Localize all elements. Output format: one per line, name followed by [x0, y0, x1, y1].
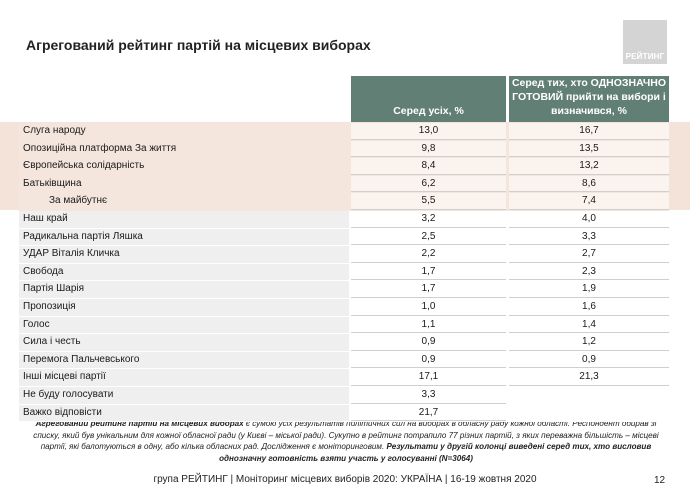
party-name: Інші місцеві партії: [19, 369, 349, 386]
value-all: 2,5: [351, 228, 506, 246]
logo-text: РЕЙТИНГ: [625, 52, 665, 61]
value-all: 8,4: [351, 158, 506, 175]
column-header-decided: Серед тих, хто ОДНОЗНАЧНО ГОТОВИЙ прийти…: [509, 76, 669, 122]
party-name: За майбутнє: [19, 193, 349, 210]
value-all: 1,0: [351, 298, 506, 316]
value-decided: 7,4: [509, 193, 669, 210]
value-all: 21,7: [351, 404, 506, 422]
value-all: 5,5: [351, 193, 506, 210]
table-row: Інші місцеві партії 17,1 21,3: [19, 369, 669, 387]
party-name: Слуга народу: [19, 123, 349, 140]
table-row: Європейська солідарність 8,4 13,2: [19, 158, 669, 176]
party-name: Сила і честь: [19, 334, 349, 351]
value-decided: 21,3: [509, 369, 669, 386]
table-row: УДАР Віталія Кличка 2,2 2,7: [19, 246, 669, 264]
table-header: Серед усіх, % Серед тих, хто ОДНОЗНАЧНО …: [19, 76, 669, 122]
value-decided: 13,5: [509, 140, 669, 158]
value-all: 3,3: [351, 386, 506, 404]
table-row: Слуга народу 13,0 16,7: [19, 123, 669, 141]
value-all: 9,8: [351, 140, 506, 158]
party-name: Важко відповісти: [19, 404, 349, 422]
value-decided: 3,3: [509, 228, 669, 246]
table-row: Перемога Пальчевського 0,9 0,9: [19, 351, 669, 370]
value-decided: 8,6: [509, 175, 669, 193]
table-row: Не буду голосувати 3,3: [19, 386, 669, 405]
value-all: 13,0: [351, 123, 506, 140]
page-title: Агрегований рейтинг партій на місцевих в…: [26, 37, 371, 53]
party-name: Наш край: [19, 210, 349, 228]
party-name: Перемога Пальчевського: [19, 351, 349, 369]
table-row: Батьківщина 6,2 8,6: [19, 175, 669, 194]
rating-logo: РЕЙТИНГ: [623, 20, 667, 64]
value-decided: 1,4: [509, 316, 669, 334]
page-number: 12: [654, 475, 666, 486]
value-decided: 1,9: [509, 281, 669, 298]
table-row: Радикальна партія Ляшка 2,5 3,3: [19, 228, 669, 247]
party-name: Партія Шарія: [19, 281, 349, 298]
value-all: 2,2: [351, 246, 506, 263]
value-all: 0,9: [351, 334, 506, 351]
table-row: Опозиційна платформа За життя 9,8 13,5: [19, 140, 669, 159]
value-decided: 2,7: [509, 246, 669, 263]
value-all: 0,9: [351, 351, 506, 369]
table-row: Важко відповісти 21,7: [19, 404, 669, 423]
value-decided: 1,6: [509, 298, 669, 316]
table-row: Наш край 3,2 4,0: [19, 210, 669, 229]
value-decided: 1,2: [509, 334, 669, 351]
table-row: За майбутнє 5,5 7,4: [19, 193, 669, 211]
party-name: Батьківщина: [19, 175, 349, 193]
value-decided: 16,7: [509, 123, 669, 140]
table-row: Сила і честь 0,9 1,2: [19, 334, 669, 352]
value-all: 1,7: [351, 281, 506, 298]
value-decided: 4,0: [509, 210, 669, 228]
table-row: Свобода 1,7 2,3: [19, 263, 669, 282]
methodology-note: Агрегований рейтинг партій на місцевих в…: [33, 419, 659, 463]
value-all: 17,1: [351, 369, 506, 386]
party-name: Свобода: [19, 263, 349, 281]
table-row: Партія Шарія 1,7 1,9: [19, 281, 669, 299]
party-name: Голос: [19, 316, 349, 334]
column-header-all: Серед усіх, %: [351, 76, 506, 122]
party-name: Опозиційна платформа За життя: [19, 140, 349, 158]
table-row: Голос 1,1 1,4: [19, 316, 669, 335]
value-all: 6,2: [351, 175, 506, 193]
party-name: УДАР Віталія Кличка: [19, 246, 349, 263]
value-decided: 0,9: [509, 351, 669, 369]
party-name: Радикальна партія Ляшка: [19, 228, 349, 246]
party-name: Пропозиція: [19, 298, 349, 316]
value-decided: 13,2: [509, 158, 669, 175]
value-all: 1,1: [351, 316, 506, 334]
table-body: Слуга народу 13,0 16,7 Опозиційна платформа…: [19, 123, 669, 423]
value-all: 1,7: [351, 263, 506, 281]
value-all: 3,2: [351, 210, 506, 228]
page-footer: група РЕЙТИНГ | Моніторинг місцевих вибо…: [153, 474, 537, 485]
party-name: Європейська солідарність: [19, 158, 349, 175]
value-decided: 2,3: [509, 263, 669, 281]
party-name: Не буду голосувати: [19, 386, 349, 404]
table-row: Пропозиція 1,0 1,6: [19, 298, 669, 317]
rating-table: Серед усіх, % Серед тих, хто ОДНОЗНАЧНО …: [19, 76, 669, 423]
